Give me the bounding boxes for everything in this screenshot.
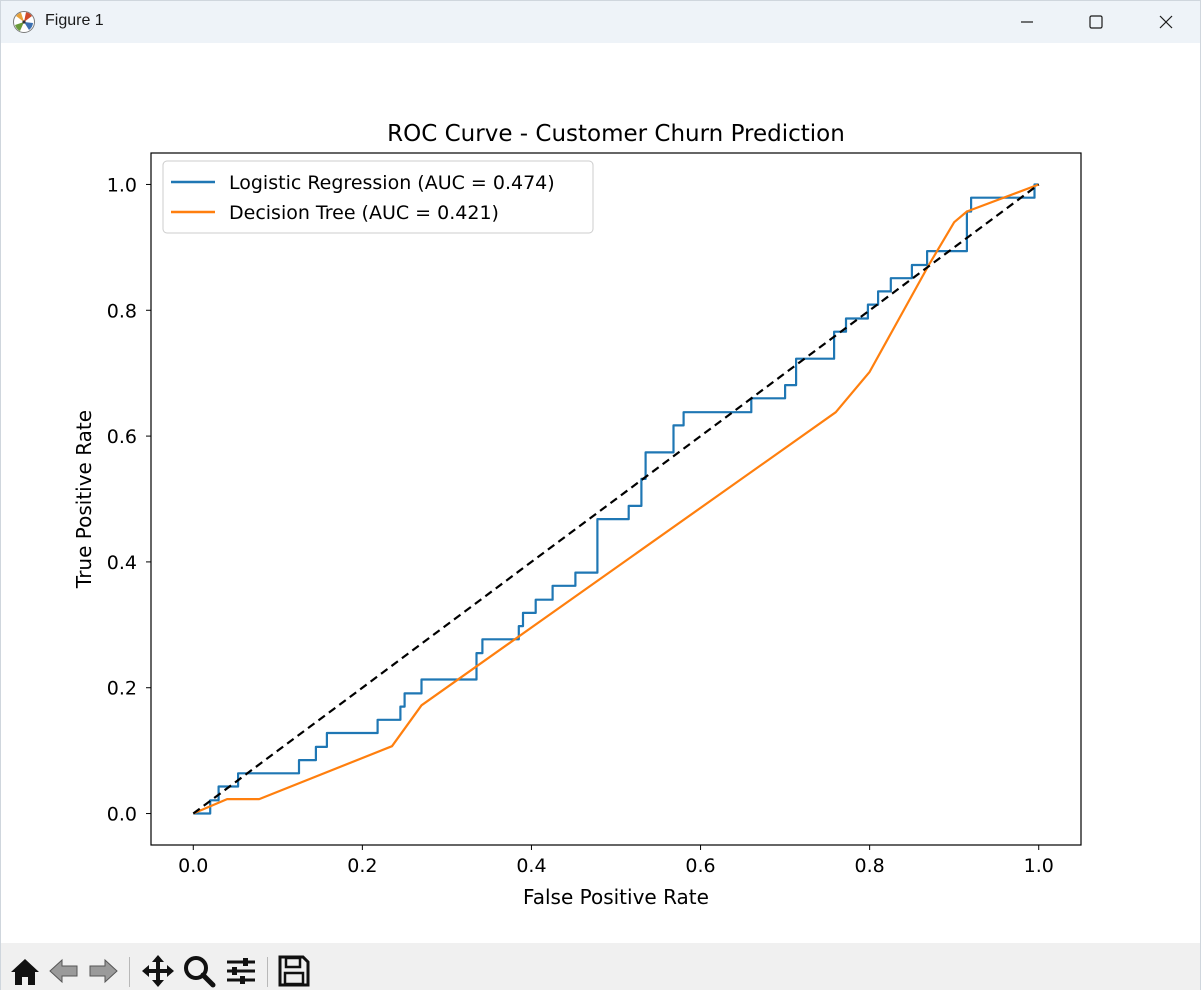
toolbar-separator [129,957,130,987]
figure-canvas[interactable]: 0.0 0.2 0.4 0.6 0.8 1.0 0.0 0.2 0.4 0.6 0.8 1.0 Log… [1,43,1200,943]
matplotlib-logo-icon [13,11,35,33]
y-tick-label: 0.6 [107,426,137,448]
window-title: Figure 1 [45,12,104,29]
random-classifier-diagonal-line [192,183,1040,815]
toolbar-separator [267,957,268,987]
zoom-icon[interactable] [181,953,217,989]
y-tick-label: 1.0 [107,174,137,196]
x-tick-label: 0.8 [855,855,885,877]
forward-arrow-icon[interactable] [85,953,121,989]
decision-tree-line [192,183,1040,815]
x-tick-label: 0.6 [685,855,715,877]
pan-icon[interactable] [140,953,176,989]
chart-title: ROC Curve - Customer Churn Prediction [387,121,845,147]
y-tick-label: 0.2 [107,678,137,700]
navigation-toolbar [1,943,1200,990]
minimize-button[interactable] [992,1,1062,43]
x-tick-label: 0.0 [178,855,208,877]
home-icon[interactable] [7,953,43,989]
close-icon [1159,15,1173,29]
x-tick-label: 0.2 [347,855,377,877]
y-axis-label: True Positive Rate [72,410,96,589]
close-button[interactable] [1131,1,1201,43]
legend-box [162,160,594,234]
y-tick-label: 0.0 [107,804,137,826]
x-tick-label: 1.0 [1024,855,1054,877]
y-tick-label: 0.8 [107,300,137,322]
maximize-button[interactable] [1061,1,1131,43]
configure-subplots-icon[interactable] [223,953,259,989]
x-axis-label: False Positive Rate [523,885,709,909]
legend-label: Decision Tree (AUC = 0.421) [229,202,499,224]
title-bar[interactable]: Figure 1 [1,1,1200,43]
maximize-icon [1089,15,1103,29]
y-tick-label: 0.4 [107,552,137,574]
save-icon[interactable] [276,953,312,989]
minimize-icon [1021,21,1033,23]
legend-label: Logistic Regression (AUC = 0.474) [229,172,555,194]
back-arrow-icon[interactable] [46,953,82,989]
x-tick-label: 0.4 [516,855,546,877]
logistic-regression-line [193,183,1039,815]
